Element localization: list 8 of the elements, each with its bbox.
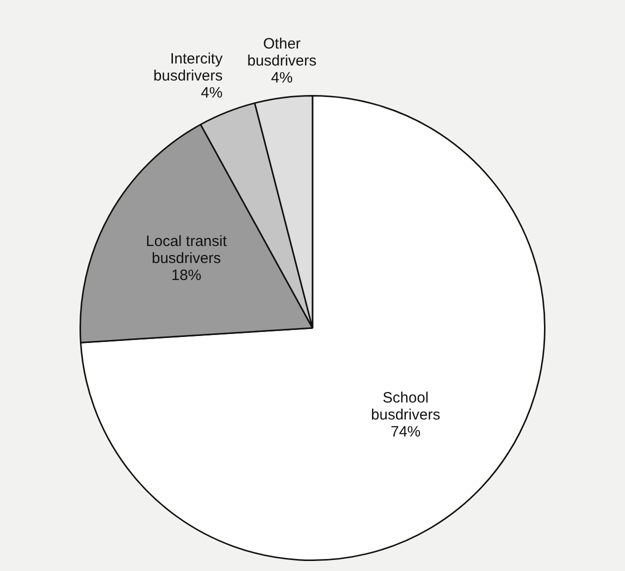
slice-label: Other busdrivers [247,35,316,70]
data-label: 18% [171,266,202,284]
data-label: 74% [390,424,421,441]
slice-label: Local transit busdrivers [146,232,228,267]
data-label: 4% [271,69,293,86]
slice-label: Intercity busdrivers [153,50,224,85]
data-label: 4% [200,84,223,102]
slice-label: School busdrivers [371,390,440,424]
